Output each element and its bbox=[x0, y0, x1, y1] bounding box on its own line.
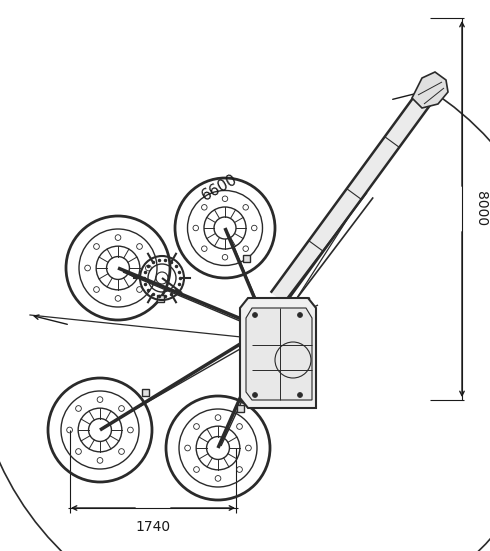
Text: 8000: 8000 bbox=[474, 191, 488, 226]
Bar bbox=[237, 404, 244, 412]
Polygon shape bbox=[271, 85, 437, 303]
Circle shape bbox=[297, 312, 302, 317]
Polygon shape bbox=[240, 298, 316, 408]
Circle shape bbox=[252, 392, 258, 397]
Polygon shape bbox=[412, 72, 448, 108]
Text: 6600: 6600 bbox=[199, 171, 241, 203]
Bar bbox=[142, 388, 148, 396]
Circle shape bbox=[297, 392, 302, 397]
Bar bbox=[156, 294, 164, 301]
Text: 1740: 1740 bbox=[135, 520, 171, 534]
Circle shape bbox=[252, 312, 258, 317]
Bar bbox=[243, 255, 249, 262]
Polygon shape bbox=[246, 308, 312, 400]
